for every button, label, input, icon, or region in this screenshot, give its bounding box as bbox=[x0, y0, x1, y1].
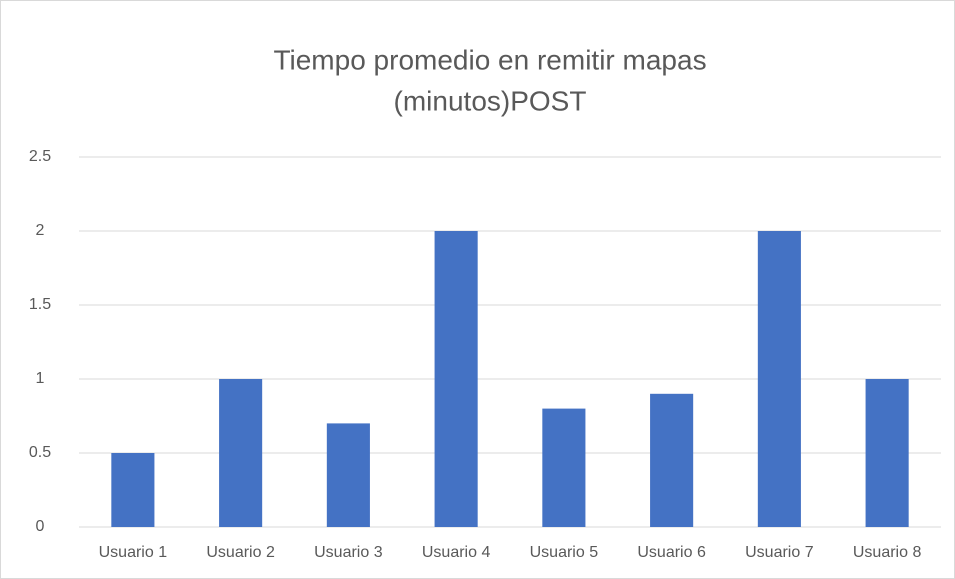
x-tick-label: Usuario 6 bbox=[637, 544, 706, 561]
bar bbox=[434, 231, 478, 527]
chart-title: Tiempo promedio en remitir mapas bbox=[273, 44, 706, 75]
bar bbox=[757, 231, 801, 527]
y-tick-label: 1 bbox=[36, 370, 45, 387]
x-tick-label: Usuario 1 bbox=[99, 544, 168, 561]
x-tick-label: Usuario 5 bbox=[530, 544, 599, 561]
y-tick-label: 0 bbox=[36, 518, 45, 535]
x-tick-label: Usuario 8 bbox=[853, 544, 922, 561]
x-tick-label: Usuario 7 bbox=[745, 544, 814, 561]
chart-title: (minutos)POST bbox=[394, 85, 587, 116]
x-tick-label: Usuario 4 bbox=[422, 544, 491, 561]
bar bbox=[865, 379, 909, 527]
y-tick-label: 1.5 bbox=[29, 296, 51, 313]
bar bbox=[219, 379, 263, 527]
x-tick-label: Usuario 2 bbox=[206, 544, 275, 561]
x-tick-label: Usuario 3 bbox=[314, 544, 383, 561]
y-tick-label: 2 bbox=[36, 222, 45, 239]
y-tick-label: 0.5 bbox=[29, 444, 51, 461]
bar bbox=[542, 408, 586, 527]
bar bbox=[111, 453, 155, 527]
bar bbox=[650, 393, 694, 527]
y-tick-label: 2.5 bbox=[29, 148, 51, 165]
bar bbox=[326, 423, 370, 527]
